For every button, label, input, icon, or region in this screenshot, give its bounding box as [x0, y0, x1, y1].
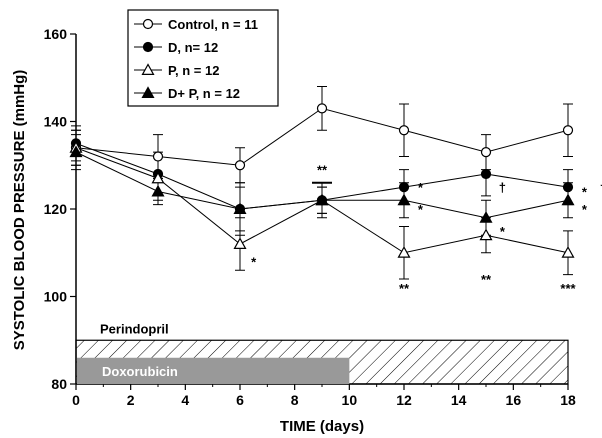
y-axis-title: SYSTOLIC BLOOD PRESSURE (mmHg) — [11, 70, 28, 351]
significance-annotations: *******†********† — [251, 163, 602, 296]
legend-label: P, n = 12 — [168, 63, 219, 78]
significance-mark: *** — [560, 281, 576, 296]
data-point-series-3 — [397, 193, 411, 206]
data-point-series-0 — [316, 103, 328, 114]
significance-mark: ** — [399, 281, 410, 296]
significance-mark: * — [418, 180, 424, 195]
y-tick-label: 80 — [51, 376, 67, 392]
x-tick-label: 12 — [396, 392, 412, 408]
data-point-series-1 — [562, 182, 574, 193]
legend-marker — [141, 63, 155, 76]
x-tick-label: 18 — [560, 392, 576, 408]
significance-mark: * — [582, 202, 588, 217]
data-point-series-3 — [69, 145, 83, 158]
data-point-series-3 — [315, 193, 329, 206]
x-axis-title: TIME (days) — [280, 418, 364, 435]
y-tick-label: 100 — [44, 289, 68, 305]
data-markers — [69, 103, 575, 258]
significance-mark: ** — [317, 163, 328, 178]
data-point-series-2 — [479, 228, 493, 241]
legend-box — [127, 9, 279, 107]
x-tick-label: 10 — [342, 392, 358, 408]
significance-mark: * — [418, 202, 424, 217]
legend: Control, n = 11 D, n= 12 P, n = 12 D+ P, n … — [127, 9, 279, 107]
legend-marker — [142, 18, 154, 30]
legend-marker — [142, 41, 154, 53]
significance-mark: † — [600, 180, 602, 195]
significance-mark: ** — [481, 272, 492, 287]
data-point-series-3 — [151, 184, 165, 197]
data-point-series-0 — [398, 125, 410, 136]
data-point-series-2 — [151, 171, 165, 184]
significance-mark: * — [582, 185, 588, 200]
x-tick-label: 16 — [506, 392, 522, 408]
significance-mark: † — [499, 180, 506, 195]
legend-label: D+ P, n = 12 — [168, 86, 240, 101]
x-tick-label: 4 — [181, 392, 189, 408]
x-tick-label: 0 — [72, 392, 80, 408]
data-point-series-0 — [562, 125, 574, 136]
data-point-series-3 — [561, 193, 575, 206]
data-point-series-0 — [480, 147, 492, 158]
data-point-series-0 — [234, 160, 246, 171]
doxorubicin-label: Doxorubicin — [102, 364, 178, 379]
significance-mark: * — [500, 224, 506, 239]
data-point-series-3 — [233, 202, 247, 214]
y-tick-label: 160 — [44, 26, 68, 42]
doxorubicin-bar — [77, 357, 350, 384]
x-tick-label: 2 — [127, 392, 135, 408]
data-point-series-2 — [397, 246, 411, 258]
y-tick-label: 140 — [44, 114, 68, 130]
perindopril-label: Perindopril — [100, 321, 169, 336]
significance-mark: * — [251, 255, 257, 270]
treatment-bars: Perindopril Doxorubicin — [75, 321, 569, 385]
data-point-series-0 — [152, 151, 164, 162]
legend-marker — [141, 86, 155, 99]
data-point-series-1 — [398, 182, 410, 193]
legend-label: Control, n = 11 — [168, 17, 258, 32]
x-tick-label: 8 — [291, 392, 299, 408]
data-point-series-3 — [479, 211, 493, 223]
legend-label: D, n= 12 — [168, 40, 218, 55]
data-point-series-1 — [480, 168, 492, 180]
x-tick-label: 14 — [451, 392, 467, 408]
x-tick-label: 6 — [236, 392, 244, 408]
data-point-series-2 — [233, 237, 247, 249]
data-point-series-2 — [561, 246, 575, 258]
y-tick-label: 120 — [44, 201, 68, 217]
